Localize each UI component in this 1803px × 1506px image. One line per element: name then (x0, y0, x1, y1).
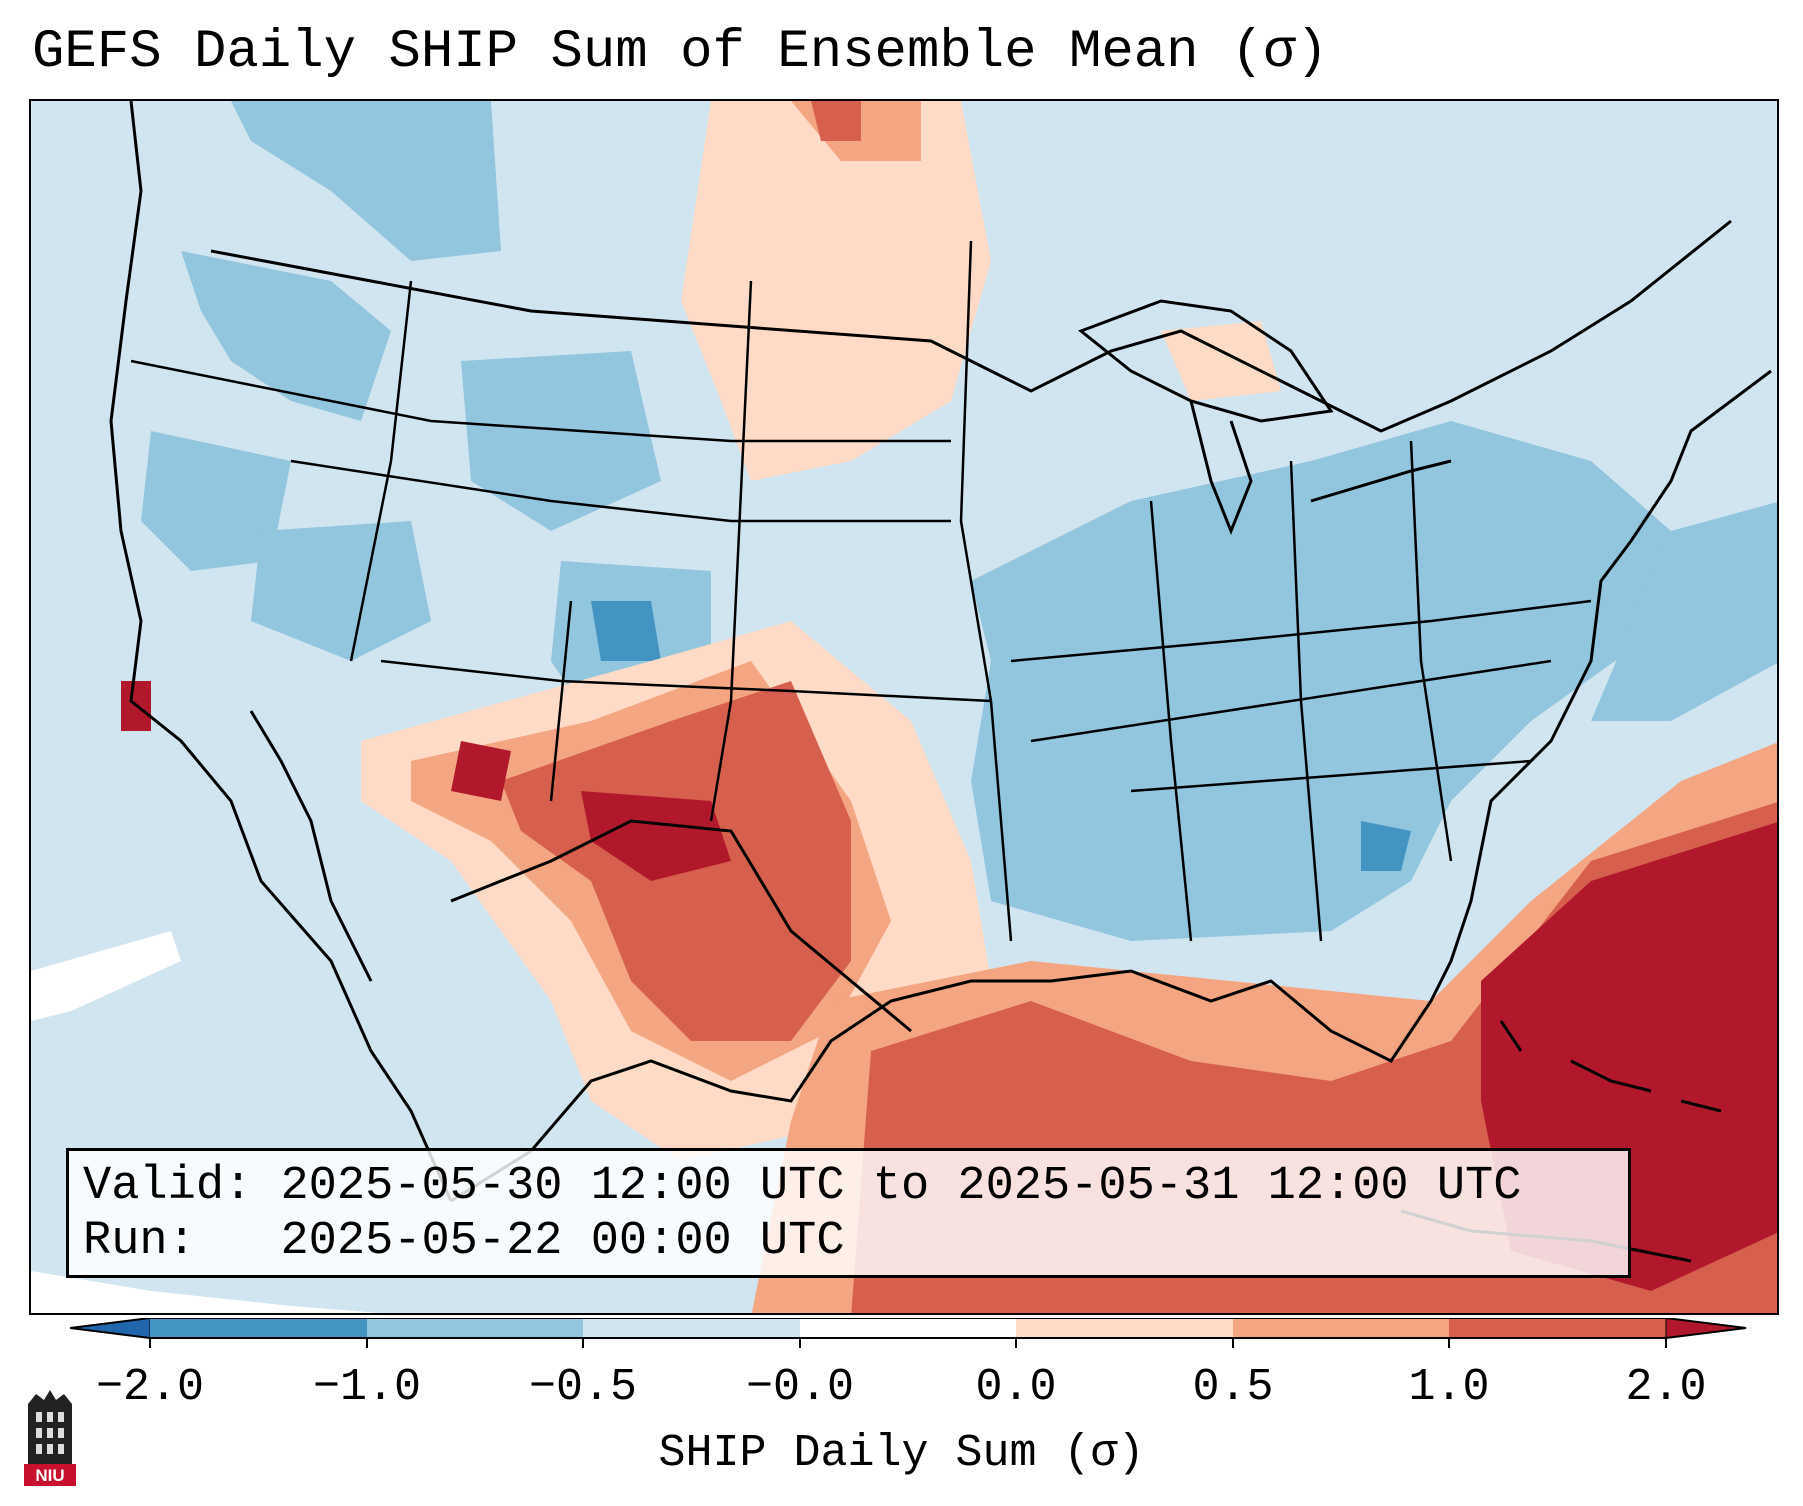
run-label: Run: (83, 1215, 196, 1268)
neg-anomaly-atlantic (1591, 502, 1777, 721)
mexico-border (450, 819, 912, 1033)
colorbar-tick-label: −1.0 (312, 1362, 422, 1413)
strong-pos-west-texas (581, 791, 731, 881)
colorbar-bin-4 (800, 1318, 1016, 1338)
logo-text: NIU (35, 1466, 64, 1485)
colorbar-tick-label: −2.0 (95, 1362, 205, 1413)
strong-neg-georgia (1361, 821, 1411, 871)
colorbar-bin-5 (1016, 1318, 1233, 1338)
domain-edge-left (31, 1271, 381, 1313)
pacific-coastline (109, 101, 453, 1202)
colorbar-tick-label: 0.0 (975, 1362, 1057, 1413)
baja-coastline (249, 710, 373, 982)
neg-anomaly-great-basin (251, 521, 431, 661)
map-canvas (31, 101, 1777, 1313)
pos-anomaly-northern-plains (681, 101, 991, 481)
colorbar-tick-label: −0.5 (528, 1362, 638, 1413)
strong-neg-colorado (591, 601, 661, 661)
colorbar-bin-under (70, 1318, 151, 1339)
white-patch-pacific (31, 931, 181, 1021)
colorbar-ticks (149, 1338, 1667, 1348)
state-borders (130, 240, 1592, 942)
colorbar (70, 1318, 1747, 1348)
neg-anomaly-nevada (141, 431, 291, 571)
map-panel (29, 99, 1779, 1315)
run-value: 2025-05-22 00:00 UTC (280, 1215, 845, 1268)
colorbar-bin-6 (1233, 1318, 1449, 1338)
valid-value: 2025-05-30 12:00 UTC to 2025-05-31 12:00… (280, 1160, 1522, 1213)
colorbar-bin-7 (1449, 1318, 1666, 1338)
colorbar-bin-2 (367, 1318, 583, 1338)
colorbar-bin-3 (583, 1318, 800, 1338)
valid-label: Valid: (83, 1160, 253, 1213)
colorbar-tick-label: 0.5 (1192, 1362, 1274, 1413)
validity-info-box: Valid: 2025-05-30 12:00 UTC to 2025-05-3… (66, 1148, 1631, 1278)
logo-windows (36, 1412, 64, 1454)
colorbar-tick-label: 2.0 (1625, 1362, 1707, 1413)
colorbar-label: SHIP Daily Sum (σ) (658, 1428, 1145, 1479)
gulf-atlantic-coastline (450, 369, 1772, 1203)
logo-banner (24, 1464, 76, 1486)
neg-anomaly-eastern-us (971, 421, 1671, 941)
colorbar-bin-1 (150, 1318, 367, 1338)
strong-pos-arizona (451, 741, 511, 801)
strong-pos-manitoba (811, 101, 861, 141)
colorbar-tick-label: 1.0 (1408, 1362, 1490, 1413)
canada-border (210, 219, 1732, 433)
neg-anomaly-northwest (181, 251, 391, 421)
neg-anomaly-bc (231, 101, 501, 261)
page-title: GEFS Daily SHIP Sum of Ensemble Mean (σ) (32, 22, 1329, 83)
pos-anomaly-michigan (1161, 321, 1281, 401)
neg-anomaly-wyoming (461, 351, 661, 531)
great-lakes (1078, 299, 1452, 536)
niu-logo: NIU (24, 1390, 76, 1486)
colorbar-tick-label: −0.0 (745, 1362, 855, 1413)
colorbar-bin-over (1665, 1318, 1747, 1339)
